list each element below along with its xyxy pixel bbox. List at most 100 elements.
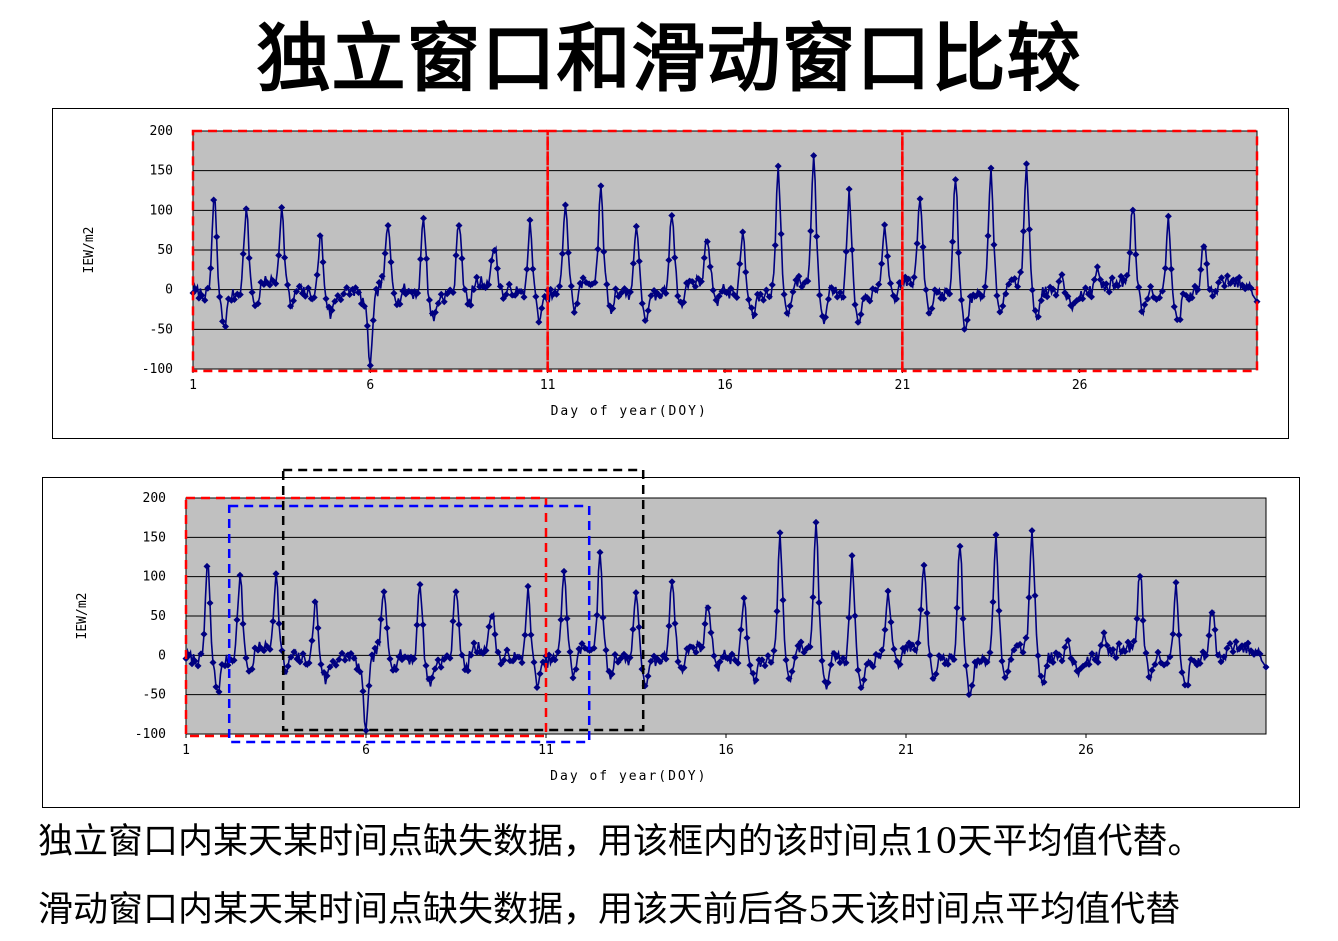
bottom-data-point bbox=[572, 665, 580, 673]
top-data-point bbox=[204, 284, 212, 292]
bottom-data-point bbox=[371, 644, 379, 652]
bottom-data-point bbox=[1070, 658, 1078, 666]
top-data-point bbox=[736, 260, 744, 268]
top-data-point bbox=[502, 290, 510, 298]
bottom-data-point bbox=[953, 604, 961, 612]
top-data-point bbox=[334, 292, 342, 300]
bottom-data-point bbox=[1043, 662, 1051, 670]
top-data-point bbox=[414, 289, 422, 297]
top-data-point bbox=[1025, 225, 1033, 233]
bottom-data-point bbox=[275, 620, 283, 628]
bottom-data-point bbox=[1175, 631, 1183, 639]
bottom-data-point bbox=[1235, 645, 1243, 653]
top-data-point bbox=[954, 249, 962, 257]
bottom-data-point bbox=[821, 678, 829, 686]
top-x-tick-label: 6 bbox=[366, 378, 374, 393]
bottom-data-point bbox=[608, 670, 616, 678]
bottom-data-point bbox=[1079, 662, 1087, 670]
top-data-point bbox=[417, 255, 425, 263]
bottom-data-point bbox=[1226, 640, 1234, 648]
top-data-point bbox=[352, 284, 360, 292]
top-data-point bbox=[892, 295, 900, 303]
bottom-data-point bbox=[773, 607, 781, 615]
top-data-point bbox=[1087, 293, 1095, 301]
top-data-point bbox=[910, 273, 918, 281]
bottom-data-point bbox=[896, 660, 904, 668]
bottom-data-point bbox=[314, 624, 322, 632]
bottom-data-point bbox=[1166, 653, 1174, 661]
bottom-data-point bbox=[1253, 649, 1261, 657]
bottom-data-point bbox=[785, 675, 793, 683]
bottom-data-point bbox=[290, 648, 298, 656]
top-data-point bbox=[564, 249, 572, 257]
bottom-data-point bbox=[317, 660, 325, 668]
top-data-point bbox=[420, 214, 428, 222]
bottom-data-point bbox=[1028, 527, 1036, 535]
top-data-point bbox=[496, 282, 504, 290]
bottom-data-point bbox=[1013, 641, 1021, 649]
bottom-data-point bbox=[1085, 660, 1093, 668]
bottom-data-point bbox=[698, 643, 706, 651]
bottom-data-point bbox=[1214, 651, 1222, 659]
bottom-data-point bbox=[1022, 634, 1030, 642]
top-data-point bbox=[603, 280, 611, 288]
top-data-point bbox=[597, 182, 605, 190]
bottom-data-point bbox=[950, 656, 958, 664]
top-data-point bbox=[422, 255, 430, 263]
bottom-data-point bbox=[782, 656, 790, 664]
top-data-point bbox=[1161, 264, 1169, 272]
bottom-data-point bbox=[1115, 640, 1123, 648]
bottom-data-point bbox=[1007, 656, 1015, 664]
top-data-point bbox=[638, 300, 646, 308]
bottom-data-point bbox=[431, 665, 439, 673]
independent-window-chart: -100 -50 0 50 100 150 200 1 6 11 16 21 26 Day of year… bbox=[52, 108, 1289, 439]
top-data-point bbox=[857, 310, 865, 318]
bottom-data-point bbox=[1058, 657, 1066, 665]
bottom-data-point bbox=[596, 548, 604, 556]
bottom-data-point bbox=[878, 646, 886, 654]
top-data-point bbox=[768, 281, 776, 289]
top-data-point bbox=[482, 284, 490, 292]
top-data-point bbox=[201, 296, 209, 304]
bottom-data-point bbox=[575, 645, 583, 653]
bottom-data-point bbox=[986, 648, 994, 656]
top-data-point bbox=[1218, 274, 1226, 282]
bottom-data-point bbox=[1010, 646, 1018, 654]
bottom-data-point bbox=[386, 655, 394, 663]
top-x-tick-label: 21 bbox=[895, 378, 911, 393]
bottom-data-point bbox=[875, 652, 883, 660]
bottom-data-point bbox=[1196, 659, 1204, 667]
bottom-data-point bbox=[707, 629, 715, 637]
bottom-window-red-0 bbox=[184, 496, 548, 738]
top-data-point bbox=[405, 287, 413, 295]
top-data-point bbox=[313, 271, 321, 279]
top-data-point bbox=[706, 263, 714, 271]
top-data-point bbox=[467, 301, 475, 309]
top-data-point bbox=[990, 241, 998, 249]
top-data-point bbox=[1220, 282, 1228, 290]
top-data-point bbox=[1082, 284, 1090, 292]
bottom-x-tick-label: 6 bbox=[362, 743, 370, 758]
bottom-data-point bbox=[1148, 666, 1156, 674]
bottom-data-point bbox=[353, 665, 361, 673]
top-data-point bbox=[452, 251, 460, 259]
top-data-point bbox=[532, 293, 540, 301]
top-data-point bbox=[810, 152, 818, 160]
bottom-data-point bbox=[956, 542, 964, 550]
top-data-point bbox=[688, 278, 696, 286]
bottom-data-point bbox=[1193, 661, 1201, 669]
top-data-point bbox=[443, 290, 451, 298]
top-data-point bbox=[783, 309, 791, 317]
bottom-data-point bbox=[992, 531, 1000, 539]
bottom-data-point bbox=[1262, 663, 1270, 671]
bottom-data-point bbox=[920, 561, 928, 569]
bottom-data-point bbox=[791, 654, 799, 662]
caption-independent-window: 独立窗口内某天某时间点缺失数据，用该框内的该时间点10天平均值代替。 bbox=[38, 822, 1203, 862]
top-data-point bbox=[1105, 288, 1113, 296]
bottom-data-point bbox=[890, 645, 898, 653]
bottom-data-point bbox=[761, 662, 769, 670]
bottom-data-point bbox=[197, 650, 205, 658]
bottom-data-point bbox=[599, 614, 607, 622]
top-data-point bbox=[493, 264, 501, 272]
bottom-data-point bbox=[215, 688, 223, 696]
